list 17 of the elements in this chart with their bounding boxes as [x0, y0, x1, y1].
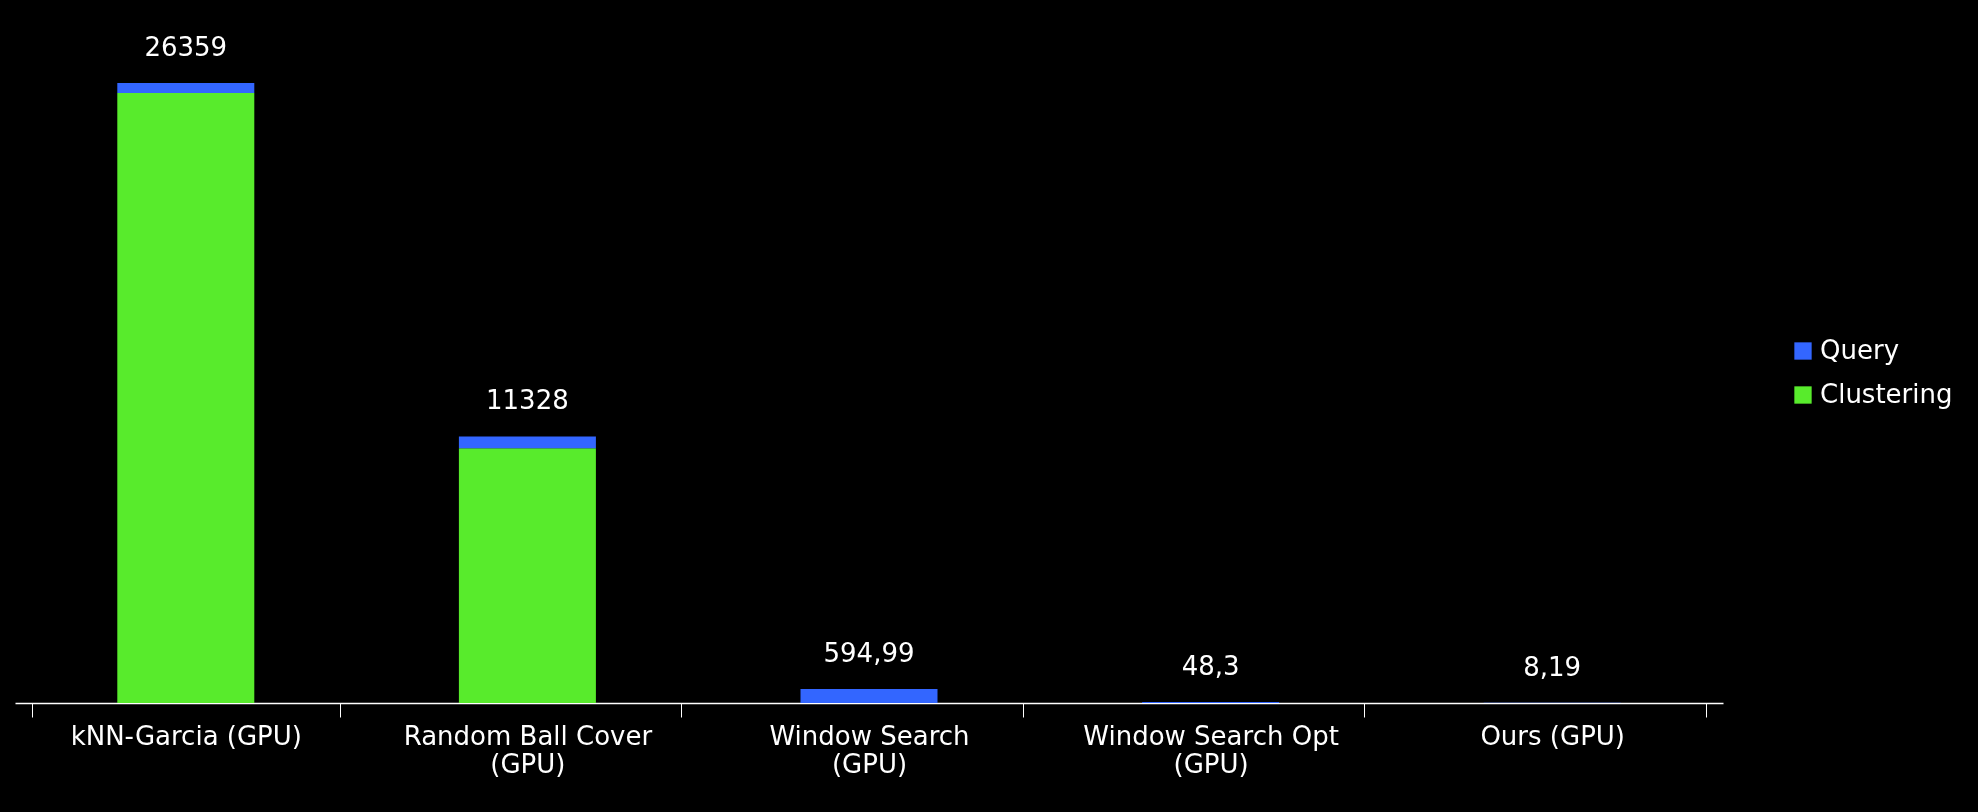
x-tick-label: Window Search (GPU) — [769, 720, 970, 779]
x-tick-label: Window Search Opt (GPU) — [1083, 720, 1339, 779]
x-tick-label: Random Ball Cover (GPU) — [403, 720, 653, 779]
x-tick-label: kNN-Garcia (GPU) — [70, 720, 302, 751]
x-tick-label: Ours (GPU) — [1480, 720, 1625, 751]
legend-label: Clustering — [1820, 379, 1953, 409]
bar — [800, 688, 938, 703]
bar — [117, 92, 255, 703]
annotation: 594,99 — [823, 637, 915, 668]
annotation: 48,3 — [1181, 650, 1240, 681]
bar — [117, 83, 255, 93]
annotation: 11328 — [486, 385, 569, 416]
annotation: 8,19 — [1523, 651, 1582, 682]
text: 26359 — [144, 32, 228, 62]
legend-label: Query — [1820, 335, 1900, 365]
bar — [458, 436, 596, 449]
bar — [458, 448, 596, 703]
